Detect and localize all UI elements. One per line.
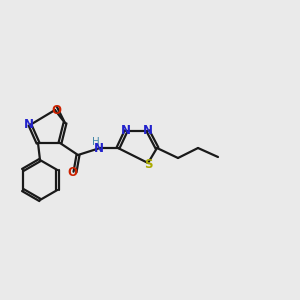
Text: N: N bbox=[94, 142, 104, 154]
Text: H: H bbox=[92, 137, 100, 147]
Text: N: N bbox=[143, 124, 153, 136]
Text: O: O bbox=[67, 166, 77, 178]
Text: O: O bbox=[51, 103, 61, 116]
Text: N: N bbox=[121, 124, 131, 136]
Text: S: S bbox=[144, 158, 152, 170]
Text: N: N bbox=[24, 118, 34, 131]
